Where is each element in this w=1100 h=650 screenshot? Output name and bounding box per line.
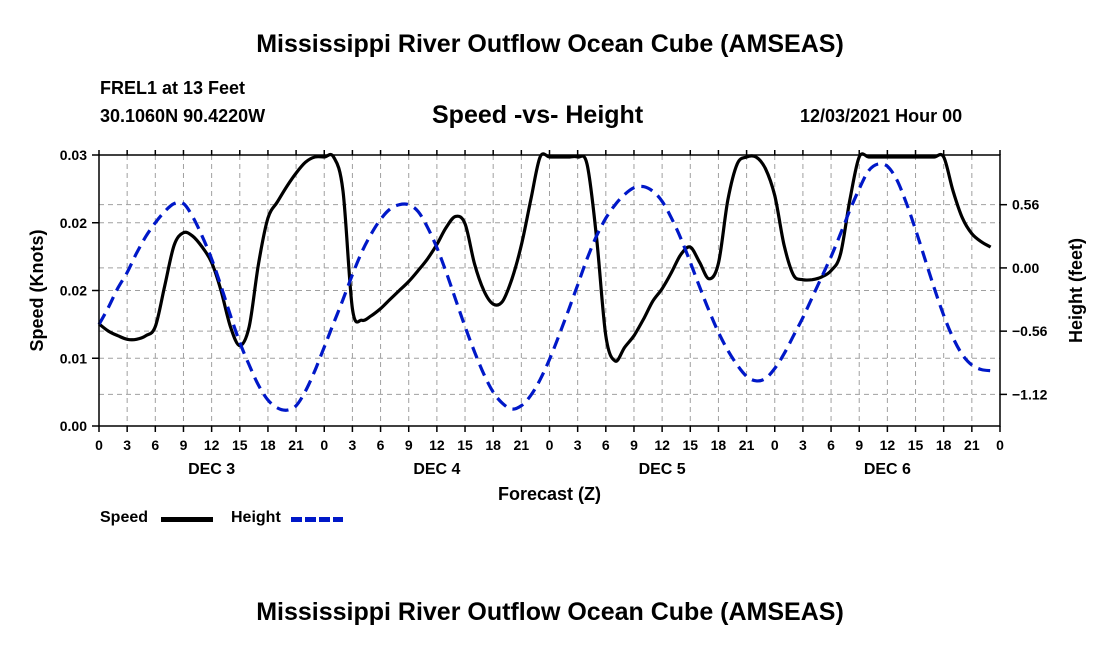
coordinates-label: 30.1060N 90.4220W [100, 106, 266, 126]
x-axis-tick-label: 0 [771, 437, 779, 453]
left-axis-tick-label: 0.03 [60, 147, 87, 163]
x-axis-tick-label: 3 [574, 437, 582, 453]
x-axis-tick-label: 0 [996, 437, 1004, 453]
footer-title: Mississippi River Outflow Ocean Cube (AM… [256, 598, 844, 626]
x-axis-tick-label: 12 [204, 437, 220, 453]
x-axis-tick-label: 3 [349, 437, 357, 453]
legend-speed-label: Speed [100, 509, 149, 526]
chart-title: Speed -vs- Height [432, 101, 644, 129]
x-axis-tick-label: 0 [95, 437, 103, 453]
x-axis-tick-label: 18 [485, 437, 501, 453]
x-axis-tick-label: 12 [880, 437, 896, 453]
x-axis-tick-label: 9 [630, 437, 638, 453]
right-axis-title: Height (feet) [1066, 238, 1086, 343]
speed-series-line [98, 152, 992, 363]
x-axis-day-label: DEC 5 [639, 461, 686, 478]
left-axis-tick-label: 0.01 [60, 350, 87, 366]
grid [99, 155, 1000, 426]
x-axis-tick-label: 6 [377, 437, 385, 453]
x-axis-tick-label: 21 [964, 437, 980, 453]
x-axis-tick-label: 21 [739, 437, 755, 453]
x-axis-tick-label: 15 [908, 437, 924, 453]
left-axis-tick-label: 0.00 [60, 418, 87, 434]
x-axis-tick-label: 6 [151, 437, 159, 453]
x-axis-tick-label: 6 [827, 437, 835, 453]
x-axis-day-label: DEC 4 [413, 461, 460, 478]
left-axis-title: Speed (Knots) [27, 229, 47, 351]
x-axis-tick-label: 15 [457, 437, 473, 453]
right-axis-tick-label: 0.00 [1012, 260, 1039, 276]
x-axis-tick-label: 6 [602, 437, 610, 453]
right-axis-tick-label: 0.56 [1012, 197, 1039, 213]
x-axis-tick-label: 12 [429, 437, 445, 453]
x-axis-tick-label: 9 [180, 437, 188, 453]
left-axis-tick-label: 0.02 [60, 283, 87, 299]
main-title: Mississippi River Outflow Ocean Cube (AM… [256, 30, 844, 58]
series-layer [97, 152, 992, 412]
left-axis-tick-label: 0.02 [60, 215, 87, 231]
height-series-line [97, 162, 991, 412]
forecast-datetime: 12/03/2021 Hour 00 [800, 106, 963, 126]
x-axis-tick-label: 15 [682, 437, 698, 453]
x-axis-tick-label: 9 [405, 437, 413, 453]
right-axis-tick-label: −0.56 [1012, 323, 1048, 339]
x-axis-day-label: DEC 6 [864, 461, 911, 478]
x-axis-tick-label: 21 [288, 437, 304, 453]
x-axis-tick-label: 9 [855, 437, 863, 453]
x-axis-tick-label: 0 [546, 437, 554, 453]
right-axis-tick-label: −1.12 [1012, 386, 1048, 402]
x-axis-tick-label: 3 [123, 437, 131, 453]
x-axis-tick-label: 18 [936, 437, 952, 453]
legend-speed-swatch [161, 517, 213, 522]
x-axis-tick-label: 12 [654, 437, 670, 453]
x-axis-tick-label: 0 [320, 437, 328, 453]
x-axis-tick-label: 15 [232, 437, 248, 453]
x-axis-tick-label: 21 [514, 437, 530, 453]
station-label: FREL1 at 13 Feet [100, 78, 246, 98]
x-axis-title: Forecast (Z) [498, 484, 601, 504]
x-axis-day-label: DEC 3 [188, 461, 235, 478]
x-axis-tick-label: 3 [799, 437, 807, 453]
legend-height-swatch [291, 517, 343, 522]
legend-height-label: Height [231, 509, 281, 526]
x-axis-tick-label: 18 [711, 437, 727, 453]
x-axis-tick-label: 18 [260, 437, 276, 453]
axes: 0.00 0.01 0.02 0.02 0.03 −1.12 −0.56 0.00 0.56 0 3… [27, 147, 1086, 504]
